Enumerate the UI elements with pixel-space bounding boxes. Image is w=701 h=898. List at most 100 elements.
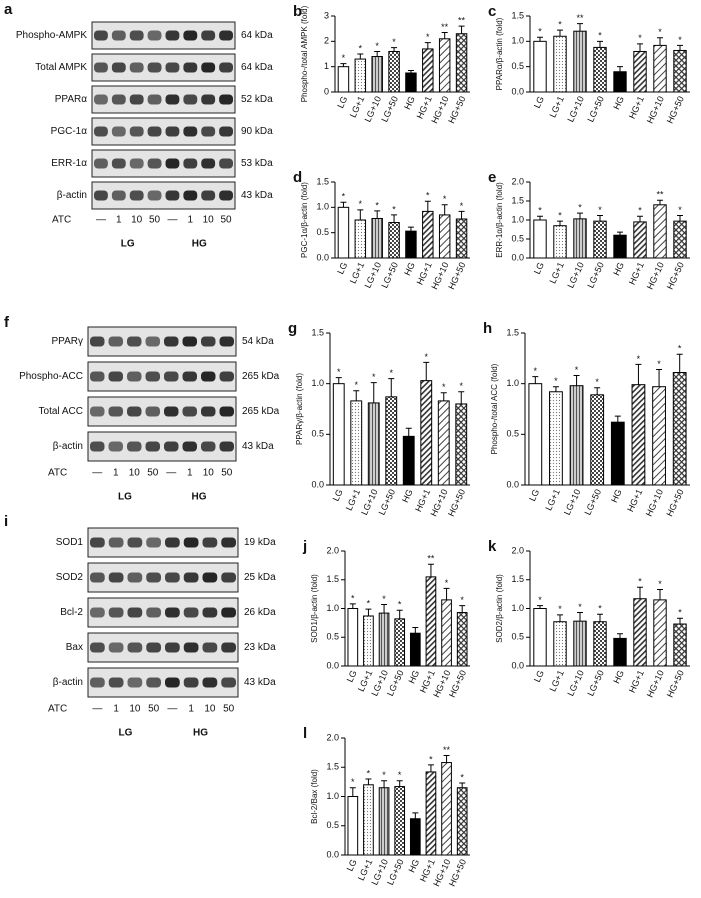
blot-band [94, 94, 108, 105]
blot-band [219, 62, 233, 73]
y-tick-label: 0.0 [316, 252, 329, 262]
blot-band [183, 126, 198, 137]
bar [425, 576, 437, 667]
error-bar [677, 214, 683, 222]
blot-band [94, 62, 108, 73]
y-axis-label: Phospho-/total ACC (fold) [490, 363, 499, 454]
bar [573, 620, 587, 667]
panel-letter: i [4, 513, 8, 530]
x-tick-label: HG+10 [644, 488, 665, 518]
bar [553, 225, 567, 259]
bar [337, 66, 350, 93]
error-bar [577, 212, 583, 219]
blot-band [127, 406, 142, 417]
y-tick-label: 1.0 [511, 214, 524, 224]
error-bar [349, 603, 356, 609]
dose-label: 1 [188, 704, 194, 715]
error-bar [391, 214, 398, 223]
error-bar [676, 353, 683, 373]
dose-label: — [92, 468, 102, 479]
blot-band [165, 677, 180, 688]
blot-band [201, 94, 216, 105]
bar [394, 786, 406, 856]
size-label: 53 kDa [241, 158, 273, 169]
error-bar [677, 617, 683, 625]
bar [425, 771, 437, 856]
x-tick-label: LG [335, 95, 349, 110]
blot-band [111, 126, 126, 137]
bar [633, 598, 647, 667]
dose-label: 50 [223, 704, 235, 715]
error-bar [537, 605, 543, 609]
y-tick-label: 1.0 [326, 603, 339, 613]
panel-letter: l [303, 725, 307, 742]
significance-mark: * [375, 41, 379, 51]
blot-band [201, 30, 216, 41]
x-tick-label: HG+1 [627, 95, 646, 121]
y-tick-label: 2 [324, 36, 329, 46]
significance-mark: * [678, 205, 682, 215]
size-label: 43 kDa [241, 190, 273, 201]
bar [631, 384, 646, 486]
blot-band [147, 94, 162, 105]
significance-mark: * [658, 27, 662, 37]
error-bar [365, 778, 372, 785]
bar [438, 214, 451, 259]
significance-mark: * [598, 604, 602, 614]
bar [652, 386, 666, 486]
error-bar [557, 29, 563, 37]
protein-label: β-actin [57, 190, 87, 201]
dose-label: — [166, 468, 176, 479]
error-bar [537, 36, 543, 42]
x-tick-label: LG+50 [585, 95, 606, 124]
error-bar [614, 415, 621, 423]
y-axis-label: SOD1/β-actin (fold) [310, 574, 319, 643]
significance-mark: * [538, 206, 542, 216]
error-bar [353, 390, 360, 401]
blot-band [108, 537, 124, 548]
error-bar [597, 613, 603, 622]
blot-band [183, 607, 199, 618]
bar [533, 40, 547, 93]
x-tick-label: LG+10 [565, 669, 586, 698]
error-bar [335, 377, 342, 384]
error-bar [657, 589, 663, 600]
significance-mark: * [578, 203, 582, 213]
dose-label: 1 [113, 468, 119, 479]
x-tick-label: HG+50 [664, 488, 685, 518]
error-bar [357, 53, 364, 60]
y-tick-label: 2.0 [511, 176, 524, 186]
x-tick-label: HG [402, 261, 417, 277]
bar [553, 35, 567, 93]
blot-band [183, 62, 198, 73]
protein-label: SOD1 [56, 537, 84, 548]
group-label: HG [192, 492, 207, 503]
significance-mark: * [638, 33, 642, 43]
significance-mark: * [359, 199, 363, 209]
y-tick-label: 0.5 [511, 233, 524, 243]
bar [347, 608, 359, 667]
significance-mark: * [534, 366, 538, 376]
x-tick-label: LG [532, 95, 546, 110]
blot-band [165, 190, 180, 201]
blot-band [164, 441, 179, 452]
error-bar [656, 368, 663, 387]
error-bar [617, 66, 623, 72]
bar [388, 222, 400, 259]
error-bar [412, 812, 419, 819]
blot-band [219, 30, 233, 41]
group-label: LG [118, 492, 132, 503]
y-axis-label: Phospho-/total AMPK (fold) [300, 5, 309, 102]
significance-mark: * [460, 201, 464, 211]
dose-label: 50 [221, 215, 233, 226]
bar [593, 46, 607, 93]
blot-band [164, 371, 179, 382]
y-tick-label: 0.0 [511, 660, 524, 670]
y-axis-label: ERR-1α/β-actin (fold) [495, 182, 504, 258]
blot-band [164, 336, 179, 347]
bar [653, 204, 667, 259]
blot-band [145, 371, 160, 382]
error-bar [424, 200, 431, 212]
blot-band [221, 572, 236, 583]
y-tick-label: 0.0 [326, 660, 339, 670]
